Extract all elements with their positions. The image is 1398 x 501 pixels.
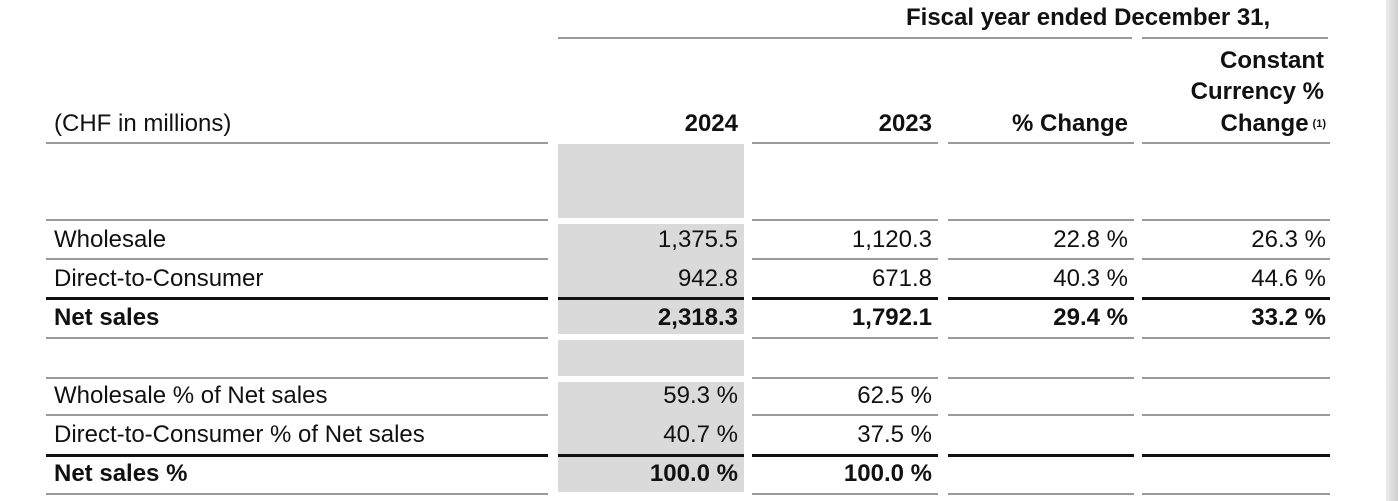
row-label-total: Net sales % [54, 460, 188, 487]
row-rule [46, 493, 548, 495]
highlight-2024-column [558, 382, 744, 492]
highlight-2024-column [558, 224, 744, 334]
row-label: Wholesale [54, 226, 167, 253]
row-rule [948, 258, 1134, 260]
cc-header-line2: Currency % [1190, 78, 1324, 105]
row-rule [1142, 258, 1330, 260]
cell-pct-change: 22.8 % [1053, 226, 1128, 253]
row-rule [46, 258, 548, 260]
total-rule [46, 454, 548, 457]
row-rule [1142, 219, 1330, 221]
cell-2024: 100.0 % [649, 460, 738, 487]
total-rule [46, 297, 548, 300]
row-rule [46, 142, 548, 144]
row-rule [948, 142, 1134, 144]
row-rule [1142, 337, 1330, 339]
total-rule [948, 454, 1134, 457]
row-rule [752, 142, 938, 144]
row-rule [752, 377, 938, 379]
column-header-2024: 2024 [684, 110, 738, 137]
cell-2024: 59.3 % [663, 382, 738, 409]
cell-pct-change: 40.3 % [1053, 265, 1128, 292]
row-rule [46, 414, 548, 416]
cell-2023: 1,120.3 [851, 226, 932, 253]
total-rule [558, 454, 744, 457]
row-rule [752, 219, 938, 221]
row-rule [752, 493, 938, 495]
highlight-2024-column [558, 340, 744, 376]
header-rule [558, 37, 1132, 39]
right-edge-shadow [1386, 0, 1398, 501]
row-label-total: Net sales [54, 304, 160, 331]
cell-2024: 2,318.3 [657, 304, 738, 331]
row-rule [46, 377, 548, 379]
header-rule [1142, 37, 1328, 39]
total-rule [752, 297, 938, 300]
total-rule [948, 297, 1134, 300]
cell-cc-change: 26.3 % [1251, 226, 1326, 253]
total-rule [1142, 297, 1330, 300]
cell-cc-change: 44.6 % [1251, 265, 1326, 292]
column-header-pct-change: % Change [1011, 110, 1128, 137]
total-rule [752, 454, 938, 457]
row-label: Wholesale % of Net sales [54, 382, 328, 409]
row-rule [752, 414, 938, 416]
row-rule [1142, 414, 1330, 416]
cell-2024: 942.8 [677, 265, 738, 292]
row-label: Direct-to-Consumer % of Net sales [54, 421, 425, 448]
fiscal-year-header: Fiscal year ended December 31, [906, 4, 1271, 31]
column-header-2023: 2023 [878, 110, 932, 137]
cell-2023: 62.5 % [857, 382, 932, 409]
row-rule [752, 337, 938, 339]
row-rule [948, 493, 1134, 495]
highlight-2024-column [558, 144, 744, 218]
cell-cc-change: 33.2 % [1251, 304, 1326, 331]
total-rule [1142, 454, 1330, 457]
cc-header-line3: Change (1) [1220, 110, 1326, 137]
row-rule [752, 258, 938, 260]
units-label: (CHF in millions) [54, 110, 232, 137]
cell-2024: 40.7 % [663, 421, 738, 448]
row-rule [948, 337, 1134, 339]
row-rule [1142, 493, 1330, 495]
row-rule [1142, 377, 1330, 379]
row-label: Direct-to-Consumer [54, 265, 264, 292]
cell-pct-change: 29.4 % [1053, 304, 1128, 331]
cell-2024: 1,375.5 [657, 226, 738, 253]
cell-2023: 100.0 % [843, 460, 932, 487]
cell-2023: 37.5 % [857, 421, 932, 448]
cell-2023: 1,792.1 [851, 304, 932, 331]
row-rule [948, 414, 1134, 416]
row-rule [948, 219, 1134, 221]
footnote-marker: (1) [1312, 118, 1326, 130]
row-rule [1142, 142, 1330, 144]
row-rule [46, 337, 548, 339]
total-rule [558, 297, 744, 300]
cell-2023: 671.8 [871, 265, 932, 292]
row-rule [46, 219, 548, 221]
cc-header-line1: Constant [1220, 47, 1324, 74]
row-rule [948, 377, 1134, 379]
